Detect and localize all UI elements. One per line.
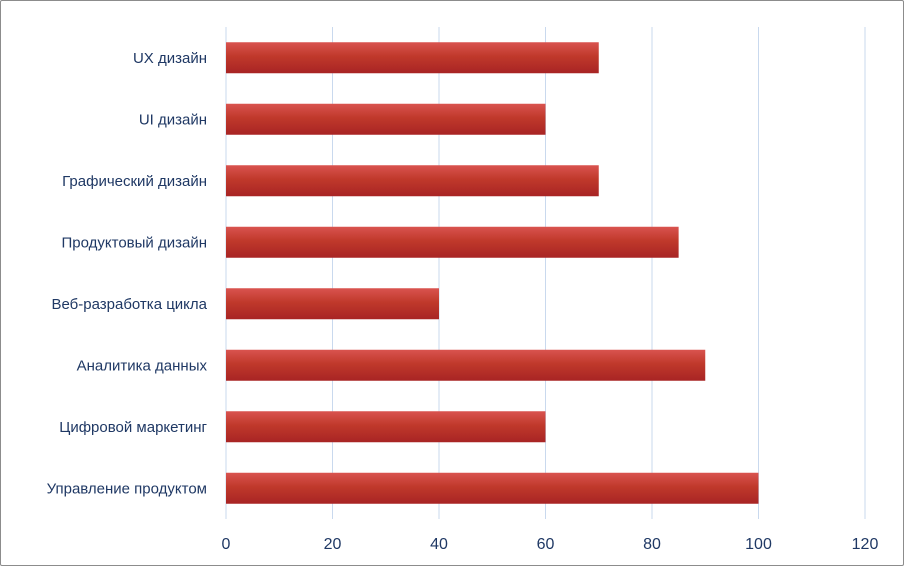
bar: [226, 288, 439, 320]
x-tick-label: 40: [430, 536, 448, 553]
category-label: Цифровой маркетинг: [59, 419, 207, 436]
category-label: Графический дизайн: [62, 173, 207, 190]
bar: [226, 42, 599, 74]
x-axis-tick-labels: 0 20 40 60 80 100 120: [222, 536, 879, 553]
x-tick-label: 120: [852, 536, 879, 553]
category-label: Управление продуктом: [47, 480, 207, 497]
category-labels: UX дизайн UI дизайн Графический дизайн Прод…: [47, 50, 208, 498]
bar: [226, 411, 546, 443]
grid-lines: [225, 27, 866, 519]
x-tick-label: 0: [222, 536, 231, 553]
bar: [226, 472, 759, 504]
category-label: UX дизайн: [133, 50, 207, 67]
bar: [226, 349, 706, 381]
x-tick-label: 100: [745, 536, 772, 553]
category-label: UI дизайн: [139, 111, 207, 128]
bar: [226, 165, 599, 197]
x-tick-label: 20: [324, 536, 342, 553]
bar: [226, 226, 679, 258]
category-label: Аналитика данных: [77, 357, 208, 374]
category-label: Продуктовый дизайн: [62, 234, 207, 251]
bars: [226, 42, 759, 504]
x-tick-label: 80: [643, 536, 661, 553]
category-label: Веб-разработка цикла: [51, 296, 207, 313]
bar: [226, 103, 546, 135]
x-tick-label: 60: [537, 536, 555, 553]
